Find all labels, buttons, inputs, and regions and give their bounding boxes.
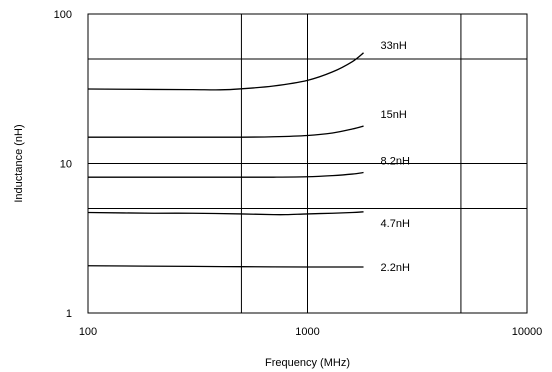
series-label: 33nH <box>381 40 407 52</box>
y-tick-label: 1 <box>66 308 72 320</box>
series-label: 4.7nH <box>381 218 410 230</box>
series-label: 15nH <box>381 109 407 121</box>
series-label: 8.2nH <box>381 156 410 168</box>
series-line-4-7nh <box>87 211 364 216</box>
y-tick-label: 10 <box>60 159 72 171</box>
x-tick-label: 10000 <box>512 326 543 338</box>
x-tick-label: 1000 <box>295 326 319 338</box>
series-line-8-2nh <box>88 171 364 178</box>
series-layer <box>87 52 364 268</box>
plot-area-border <box>87 13 528 314</box>
y-axis-label: Inductance (nH) <box>13 124 25 202</box>
series-labels: 33nH 15nH 8.2nH 4.7nH 2.2nH <box>381 40 410 274</box>
tick-labels: 100 1000 10000 1 10 100 <box>54 9 543 338</box>
grid-lines <box>88 14 527 313</box>
series-line-33nh <box>87 52 364 91</box>
series-label: 2.2nH <box>381 262 410 274</box>
x-axis-label: Frequency (MHz) <box>265 357 350 369</box>
y-tick-label: 100 <box>54 9 72 21</box>
series-line-15nh <box>88 125 364 138</box>
x-tick-label: 100 <box>79 326 97 338</box>
series-line-2-2nh <box>87 265 364 268</box>
